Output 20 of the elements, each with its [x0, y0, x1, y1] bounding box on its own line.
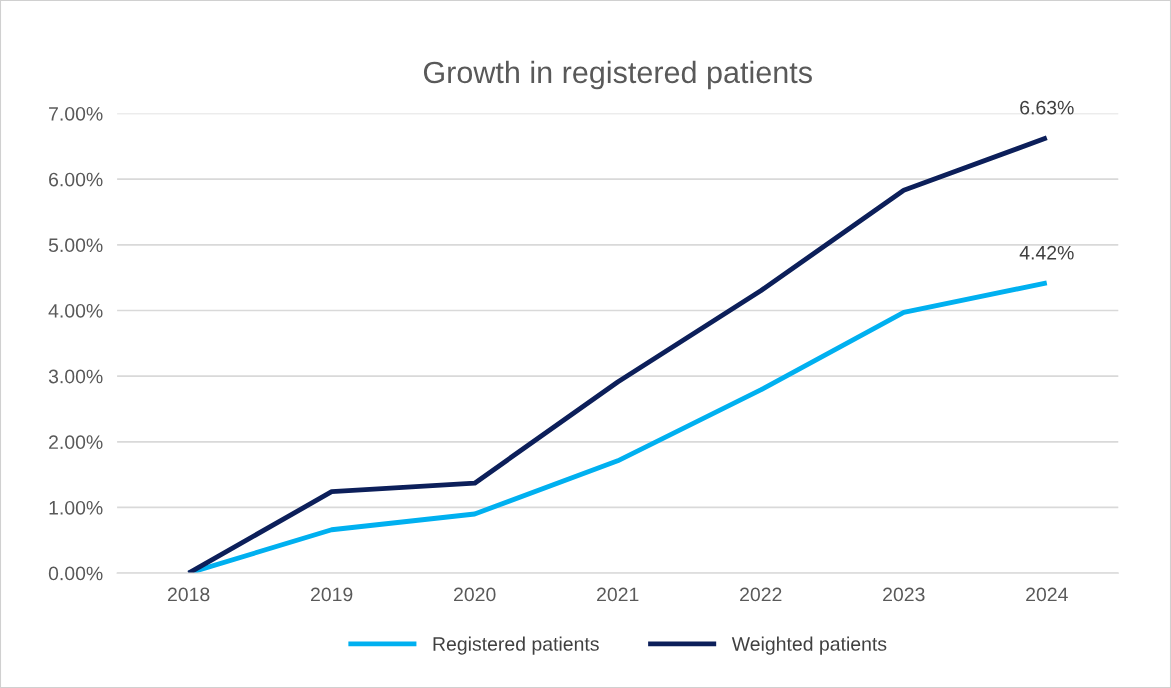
y-tick-label: 1.00% — [49, 500, 103, 515]
data-label: 4.42% — [1019, 245, 1074, 260]
y-tick-label: 0.00% — [48, 566, 103, 581]
x-tick-label: 2022 — [740, 587, 782, 602]
legend-label: Weighted patients — [731, 636, 887, 655]
chart-title: Growth in registered patients — [423, 60, 812, 90]
x-tick-label: 2021 — [597, 587, 639, 602]
x-tick-label: 2024 — [1026, 587, 1068, 602]
data-label: 6.63% — [1020, 100, 1074, 115]
y-tick-label: 7.00% — [49, 106, 103, 121]
x-tick-label: 2019 — [311, 587, 353, 602]
y-tick-label: 2.00% — [49, 435, 103, 450]
y-tick-label: 4.00% — [48, 303, 103, 318]
y-tick-label: 3.00% — [48, 369, 103, 384]
y-tick-label: 6.00% — [49, 172, 103, 187]
x-tick-label: 2023 — [883, 587, 925, 602]
x-tick-label: 2018 — [167, 587, 210, 602]
y-tick-label: 5.00% — [48, 238, 103, 253]
legend-label: Registered patients — [433, 636, 599, 655]
x-tick-label: 2020 — [454, 587, 496, 602]
